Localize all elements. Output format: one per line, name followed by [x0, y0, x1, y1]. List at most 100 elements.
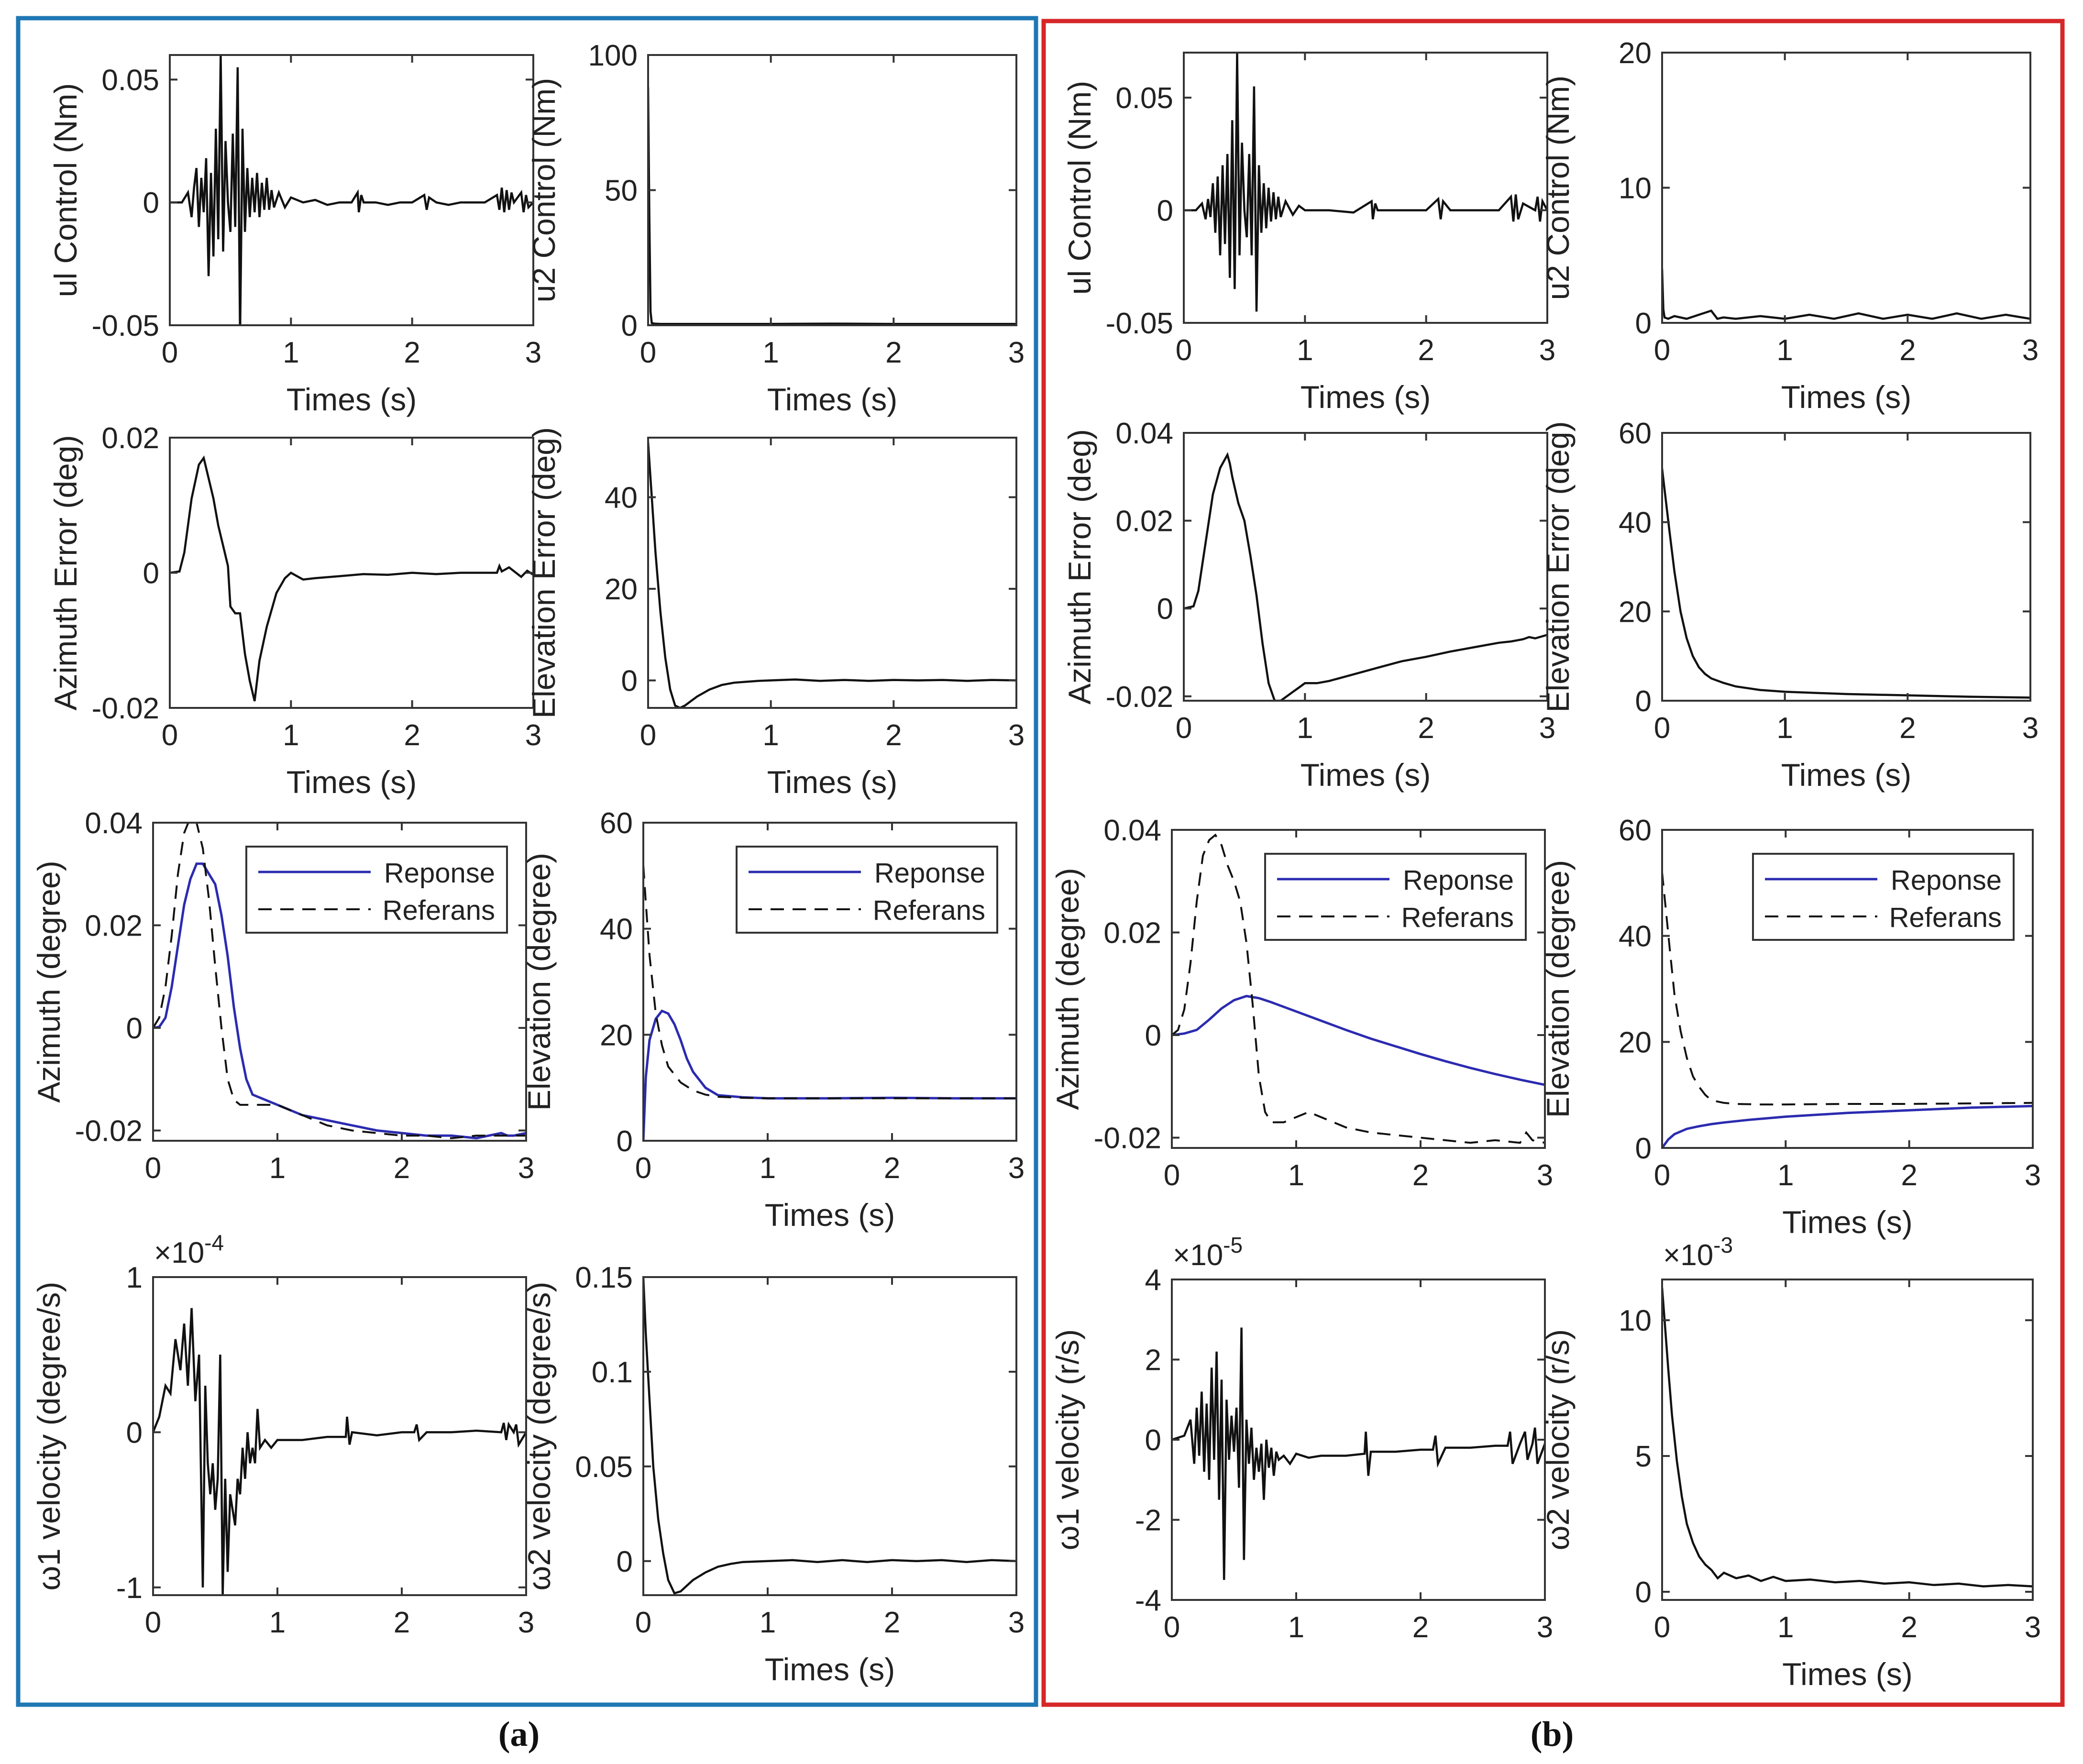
- legend-box: [245, 846, 508, 934]
- x-tick-label: 1: [1777, 1611, 1794, 1644]
- x-tick-label: 2: [1901, 1159, 1917, 1192]
- y-tick-label: 1: [126, 1261, 143, 1294]
- y-tick-label: 0: [617, 1125, 633, 1158]
- y-tick-label: 0.02: [101, 422, 159, 455]
- y-tick-label: 0.02: [1115, 505, 1173, 538]
- plot-area: [1661, 1279, 2034, 1601]
- y-tick-label: 0: [621, 665, 638, 698]
- x-tick-label: 2: [404, 336, 420, 369]
- x-axis-label: Times (s): [765, 1652, 895, 1687]
- series-referans-line: [643, 865, 1016, 1100]
- y-tick-label: -0.02: [1106, 681, 1173, 714]
- y-axis-label: ω2 velocity (degree/s): [521, 1282, 557, 1591]
- y-tick-label: 0.05: [101, 64, 159, 97]
- y-axis-label: Elevation (degree): [1540, 860, 1576, 1118]
- x-tick-label: 2: [1418, 712, 1434, 745]
- y-tick-label: 0: [1635, 685, 1652, 718]
- x-tick-label: 2: [1412, 1611, 1429, 1644]
- caption-a: (a): [498, 1715, 540, 1754]
- x-tick-label: 1: [1297, 712, 1313, 745]
- axis-multiplier: ×10-5: [1173, 1233, 1243, 1272]
- x-tick-label: 3: [518, 1606, 534, 1639]
- y-tick-label: 40: [605, 481, 638, 514]
- plot-area: [1183, 432, 1548, 702]
- x-tick-label: 3: [2025, 1611, 2041, 1644]
- x-tick-label: 2: [394, 1152, 410, 1185]
- y-tick-label: 10: [1619, 1304, 1652, 1337]
- y-tick-label: 2: [1145, 1344, 1161, 1377]
- series-referans-line: [153, 823, 526, 1139]
- x-tick-label: 2: [1899, 334, 1916, 367]
- plot-area: [1661, 52, 2031, 324]
- x-tick-label: 2: [885, 336, 902, 369]
- plot-area: [169, 54, 534, 326]
- x-tick-label: 0: [145, 1152, 161, 1185]
- x-tick-label: 1: [1288, 1611, 1304, 1644]
- y-tick-label: 0: [126, 1416, 143, 1449]
- x-tick-label: 3: [1539, 334, 1555, 367]
- y-tick-label: 100: [588, 39, 638, 72]
- y-tick-label: 40: [600, 913, 633, 946]
- y-tick-label: 20: [605, 573, 638, 606]
- series-u2-line: [648, 87, 1016, 325]
- x-tick-label: 1: [1776, 334, 1793, 367]
- legend-label-referans: Referans: [1889, 902, 2002, 933]
- y-axis-label: Azimuth Error (deg): [48, 435, 83, 711]
- y-axis-label: ul Control (Nm): [48, 83, 83, 297]
- series-u2-line: [1662, 268, 2030, 320]
- series-reponse-line: [1662, 1104, 2033, 1148]
- y-tick-label: -4: [1135, 1584, 1161, 1617]
- x-axis-label: Times (s): [1782, 1656, 1913, 1692]
- chart-b-w2: 0 1 2 3 0 5 10 Times (s) ω2 velocity (r/s) ×10-3: [1540, 1233, 2041, 1692]
- x-tick-label: 3: [2022, 334, 2039, 367]
- x-tick-label: 0: [1654, 1611, 1670, 1644]
- y-tick-label: 20: [600, 1019, 633, 1052]
- y-tick-label: 0.15: [575, 1261, 633, 1294]
- panel-b-border: [1041, 19, 2065, 1707]
- x-tick-label: 0: [162, 719, 178, 752]
- series-w2-line: [643, 1277, 1016, 1595]
- y-axis-label: ω1 velocity (degree/s): [31, 1282, 66, 1591]
- x-tick-label: 3: [1008, 336, 1025, 369]
- x-tick-label: 3: [2022, 712, 2039, 745]
- x-axis-label: Times (s): [1781, 379, 1912, 415]
- y-axis-label: u2 Control (Nm): [1540, 76, 1576, 300]
- x-tick-label: 3: [1537, 1159, 1553, 1192]
- x-tick-label: 1: [1777, 1159, 1794, 1192]
- y-axis-label: Azimuth Error (deg): [1062, 429, 1097, 705]
- y-tick-label: 0.04: [85, 807, 143, 840]
- chart-a-elerr: 0 1 2 3 0 20 40 Times (s) Elevation Error (deg): [526, 427, 1025, 800]
- x-tick-label: 1: [283, 336, 299, 369]
- x-tick-label: 0: [1176, 334, 1192, 367]
- x-tick-label: 1: [1776, 712, 1793, 745]
- y-tick-label: 0: [1635, 1576, 1652, 1609]
- legend-box: [1752, 853, 2015, 941]
- caption-b: (b): [1531, 1715, 1574, 1754]
- series-u1-line: [170, 55, 533, 325]
- legend-box: [736, 846, 998, 934]
- y-tick-label: 0: [1145, 1424, 1161, 1457]
- y-tick-label: 0: [126, 1012, 143, 1045]
- series-az-err-line: [170, 455, 533, 702]
- y-axis-label: Elevation Error (deg): [526, 427, 562, 718]
- y-tick-label: 5: [1635, 1440, 1652, 1473]
- plot-area: [647, 437, 1017, 709]
- series-reponse-line: [1172, 994, 1545, 1086]
- legend-label-reponse: Reponse: [1891, 865, 2002, 896]
- plot-area: [152, 822, 527, 1142]
- series-referans-line: [1662, 872, 2033, 1106]
- x-tick-label: 3: [1008, 719, 1025, 752]
- x-tick-label: 2: [394, 1606, 410, 1639]
- legend-label-reponse: Reponse: [1403, 865, 1514, 896]
- y-tick-label: 0.04: [1103, 814, 1161, 847]
- y-tick-label: -1: [116, 1572, 143, 1605]
- plot-area: [642, 1276, 1017, 1596]
- y-tick-label: -0.02: [1094, 1122, 1161, 1155]
- x-tick-label: 1: [760, 1606, 776, 1639]
- chart-b-elerr: 0 1 2 3 0 20 40 60 Times (s) Elevation Error (deg…: [1540, 417, 2039, 793]
